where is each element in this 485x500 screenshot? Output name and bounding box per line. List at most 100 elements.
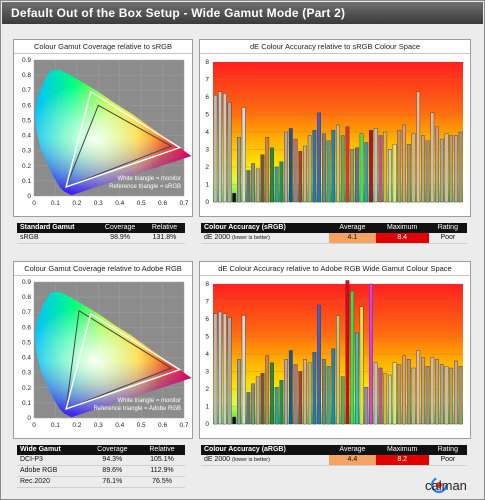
monitor-triangle — [65, 312, 182, 410]
bar — [260, 373, 265, 425]
bar — [336, 315, 340, 425]
bar — [293, 138, 298, 203]
y-tick-label: 0.2 — [22, 163, 31, 170]
bar — [303, 359, 307, 425]
bar — [237, 137, 241, 203]
bar — [336, 124, 340, 203]
bar — [321, 359, 326, 425]
gamut-coverage: 98.9% — [96, 233, 144, 244]
bar — [425, 366, 430, 425]
y-tick-label: 0.3 — [22, 370, 31, 377]
bar — [232, 416, 237, 425]
table-row: Rec.2020 76.1% 76.5% — [17, 476, 185, 488]
bar — [420, 135, 425, 203]
bar — [444, 366, 449, 425]
bar — [383, 131, 388, 203]
bar — [430, 112, 435, 203]
bar — [402, 124, 406, 203]
accuracy-label: dE 2000 — [204, 234, 231, 241]
y-tick-label: 3 — [205, 147, 209, 154]
x-tick-label: 0.5 — [137, 200, 146, 207]
de-argb-panel: dE Colour Accuracy relative to Adobe RGB… — [199, 261, 471, 439]
bar — [222, 313, 227, 425]
calman-logo-text: calman — [425, 478, 467, 493]
accuracy-rating: Poor — [428, 455, 467, 466]
bar — [270, 362, 274, 425]
bar — [227, 102, 232, 203]
cie-argb-panel: Colour Gamut Coverage relative to Adobe … — [13, 261, 193, 439]
x-tick-label: 0.3 — [94, 200, 103, 207]
y-tick-label: 0.8 — [22, 294, 31, 301]
bar — [373, 128, 378, 203]
legend-monitor: White triangle = monitor — [117, 176, 181, 182]
bar — [251, 383, 256, 425]
y-tick-label: 0.7 — [22, 87, 31, 94]
y-tick-label: 2 — [205, 386, 209, 393]
wide-table-header-gamut: Wide Gamut — [17, 445, 86, 455]
bar — [453, 135, 458, 203]
accuracy-header-average: Average — [329, 223, 376, 233]
bar — [284, 131, 289, 203]
accuracy-average: 4.4 — [329, 455, 376, 466]
bar — [218, 311, 222, 425]
gamut-name: sRGB — [17, 233, 97, 244]
y-tick-label: 0.9 — [22, 57, 31, 64]
gamut-coverage: 89.6% — [85, 465, 140, 477]
bar — [345, 280, 350, 425]
bar — [340, 135, 345, 203]
bar — [213, 95, 218, 203]
bar — [317, 112, 322, 203]
accuracy-maximum: 8.2 — [375, 455, 429, 466]
accuracy-note: (lower is better) — [232, 235, 270, 241]
table-row: Adobe RGB 89.6% 112.9% — [17, 465, 185, 477]
x-tick-label: 0 — [32, 200, 36, 207]
bar — [364, 387, 369, 425]
x-tick-label: 0.7 — [179, 422, 188, 429]
bar — [359, 306, 364, 425]
y-tick-label: 6 — [205, 316, 209, 323]
bar — [251, 163, 256, 203]
bar — [340, 376, 345, 425]
gamut-name: Rec.2020 — [17, 476, 86, 488]
bar — [378, 367, 383, 425]
y-tick-label: 1 — [205, 404, 209, 411]
de-srgb-panel: dE Colour Accuracy relative to sRGB Colo… — [199, 39, 471, 217]
bar — [255, 376, 260, 425]
bar — [246, 170, 251, 203]
y-tick-label: 6 — [205, 94, 209, 101]
bar — [411, 367, 416, 425]
gamut-relative: 76.5% — [139, 476, 185, 488]
y-tick-label: 0.1 — [22, 400, 31, 407]
bar — [284, 359, 289, 425]
x-tick-label: 0.1 — [51, 422, 60, 429]
y-tick-label: 1 — [205, 182, 209, 189]
bar — [416, 91, 421, 203]
bar — [232, 193, 237, 203]
reference-triangle — [65, 309, 173, 410]
bar — [458, 131, 463, 203]
bar — [406, 144, 411, 203]
accuracy-note: (lower is better) — [232, 457, 270, 463]
srgb-table-header-relative: Relative — [143, 223, 185, 233]
bar — [359, 133, 364, 203]
bar — [369, 283, 373, 425]
table-row: dE 2000 (lower is better) 4.1 8.4 Poor — [201, 233, 467, 244]
accuracy-label: dE 2000 — [204, 456, 231, 463]
bar — [354, 147, 359, 203]
bar — [453, 360, 458, 425]
gamut-coverage: 76.1% — [85, 476, 140, 488]
bar — [270, 147, 274, 203]
window-title: Default Out of the Box Setup - Wide Gamu… — [2, 2, 483, 24]
bar — [411, 133, 416, 203]
legend-reference: Reference triangle = Adobe RGB — [93, 406, 181, 412]
x-tick-label: 0.1 — [51, 200, 60, 207]
accuracy-metric: dE 2000 (lower is better) — [201, 233, 330, 244]
y-tick-label: 4 — [205, 351, 209, 358]
bar — [288, 128, 293, 203]
accuracy-header-label: Colour Accuracy (sRGB) — [201, 223, 330, 233]
accuracy-header-label: Colour Accuracy (aRGB) — [201, 445, 330, 455]
spectral-locus-whitepoint — [35, 69, 192, 196]
bar — [364, 142, 369, 203]
gamut-coverage: 94.3% — [85, 455, 140, 466]
bar — [274, 387, 279, 425]
